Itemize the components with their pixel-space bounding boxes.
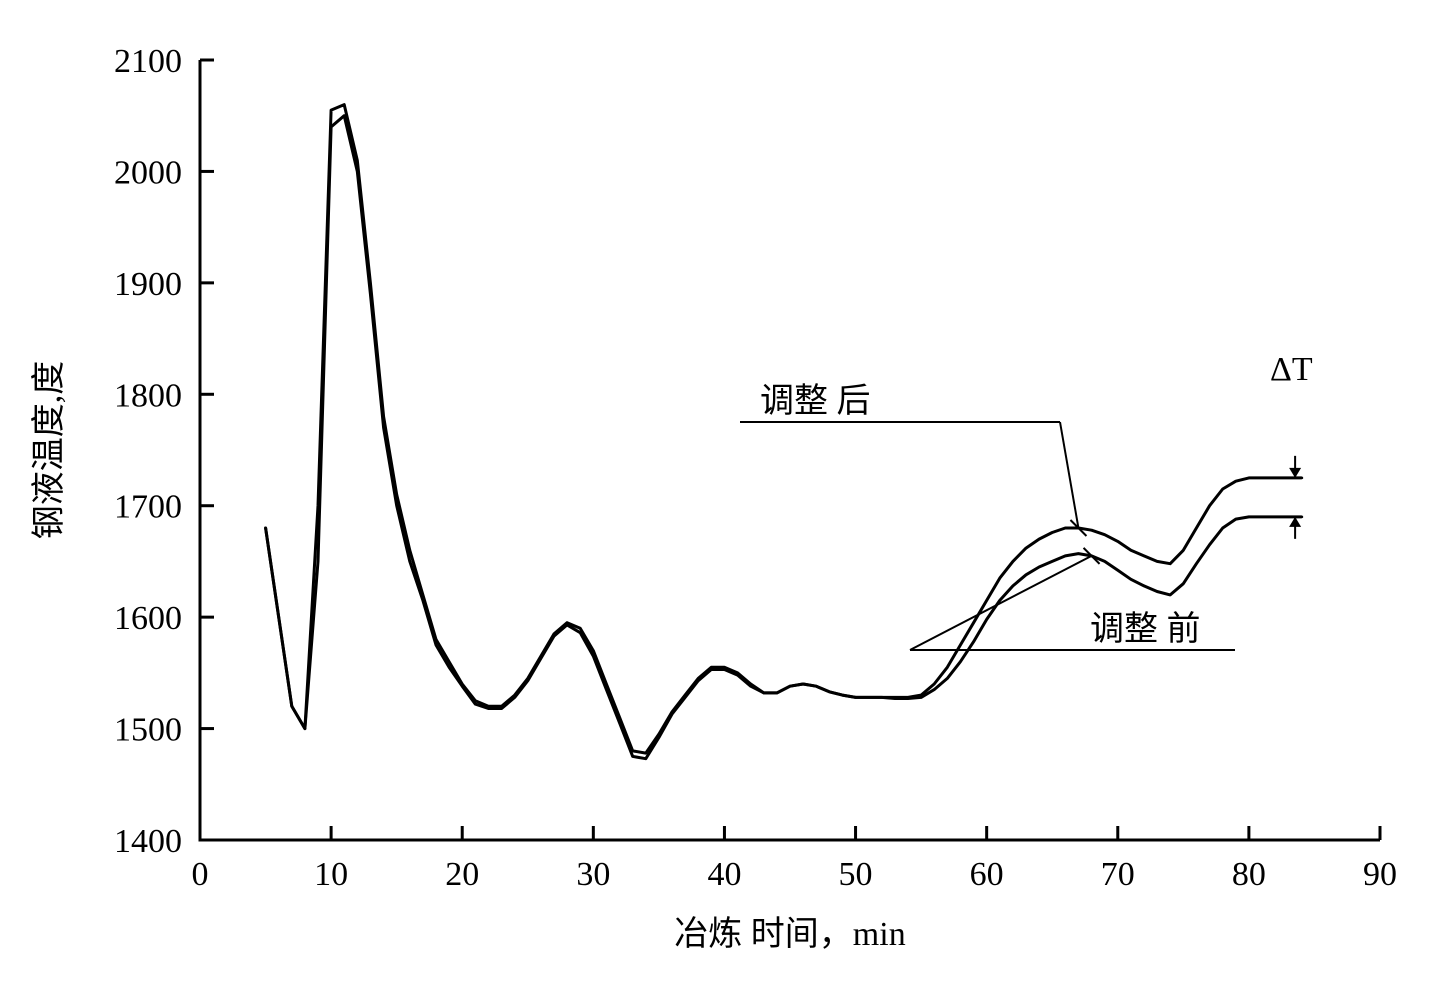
y-tick-label: 1600 <box>114 600 182 637</box>
series-调整后 <box>266 105 1302 754</box>
deltaT-top-arrowhead <box>1289 468 1301 478</box>
annotation-after-label: 调整 后 <box>760 382 871 420</box>
data-series <box>266 105 1302 759</box>
y-tick-label: 1900 <box>114 266 182 303</box>
y-axis-label: 钢液温度,度 <box>30 361 68 540</box>
x-tick-label: 90 <box>1363 856 1397 893</box>
y-tick-label: 1400 <box>114 823 182 860</box>
x-axis-label: 冶炼 时间，min <box>674 915 905 953</box>
y-tick-label: 1700 <box>114 489 182 526</box>
x-tick-label: 20 <box>445 856 479 893</box>
x-tick-label: 70 <box>1101 856 1135 893</box>
annotation-after-leader <box>1060 422 1078 528</box>
annotation-delta-t: ΔT <box>1270 351 1313 388</box>
annotations: 调整 后调整 前 ΔT <box>740 351 1313 650</box>
x-tick-label: 30 <box>576 856 610 893</box>
x-tick-label: 60 <box>970 856 1004 893</box>
x-tick-label: 0 <box>192 856 209 893</box>
annotation-before-leader <box>910 556 1092 650</box>
x-tick-label: 10 <box>314 856 348 893</box>
x-tick-label: 50 <box>839 856 873 893</box>
y-tick-label: 1500 <box>114 712 182 749</box>
x-tick-label: 40 <box>707 856 741 893</box>
axes: 0 10 20 30 40 50 60 70 80 90 1400 1500 1600 1700 1800 1… <box>114 43 1397 893</box>
axis-frame <box>200 60 1380 840</box>
y-tick-label: 1800 <box>114 377 182 414</box>
series-调整前 <box>266 116 1302 759</box>
annotation-before-label: 调整 前 <box>1090 610 1201 648</box>
y-tick-label: 2000 <box>114 154 182 191</box>
y-tick-label: 2100 <box>114 43 182 80</box>
x-tick-label: 80 <box>1232 856 1266 893</box>
line-chart: 0 10 20 30 40 50 60 70 80 90 1400 1500 1600 1700 1800 1… <box>0 0 1446 982</box>
chart-container: 0 10 20 30 40 50 60 70 80 90 1400 1500 1600 1700 1800 1… <box>0 0 1446 982</box>
